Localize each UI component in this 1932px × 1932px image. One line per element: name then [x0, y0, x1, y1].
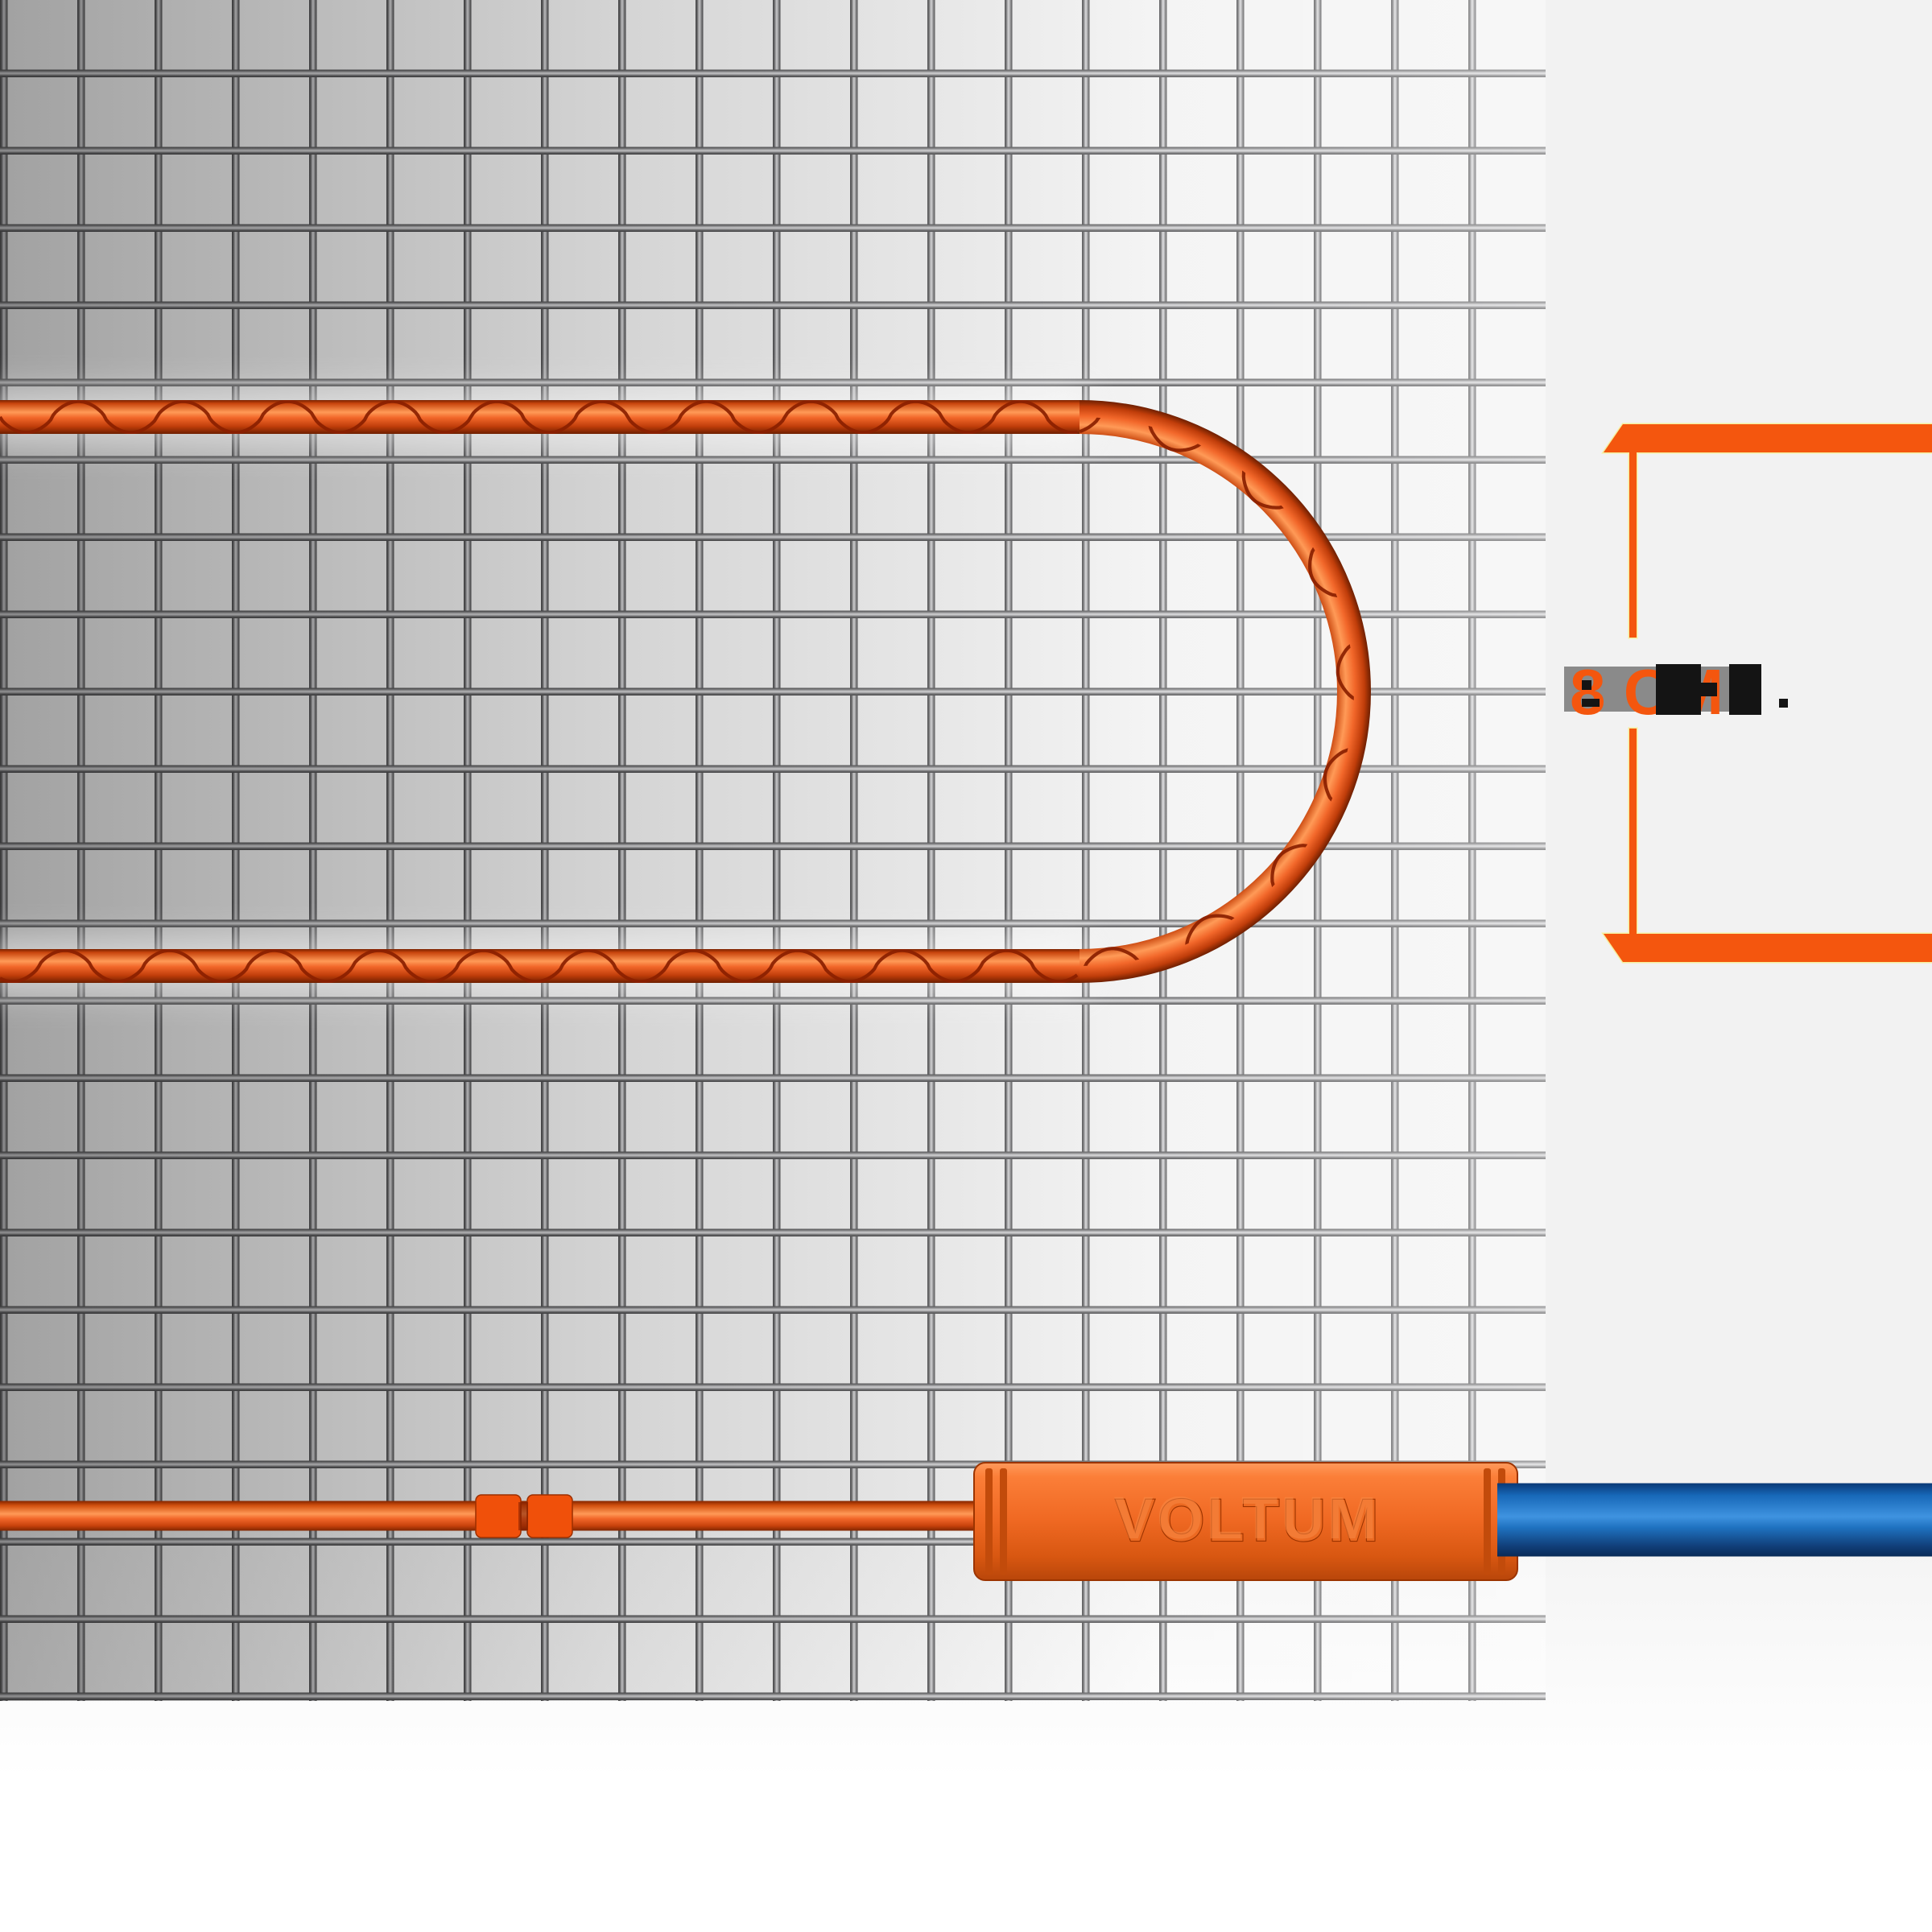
- svg-text:VOLTUM: VOLTUM: [1114, 1484, 1381, 1551]
